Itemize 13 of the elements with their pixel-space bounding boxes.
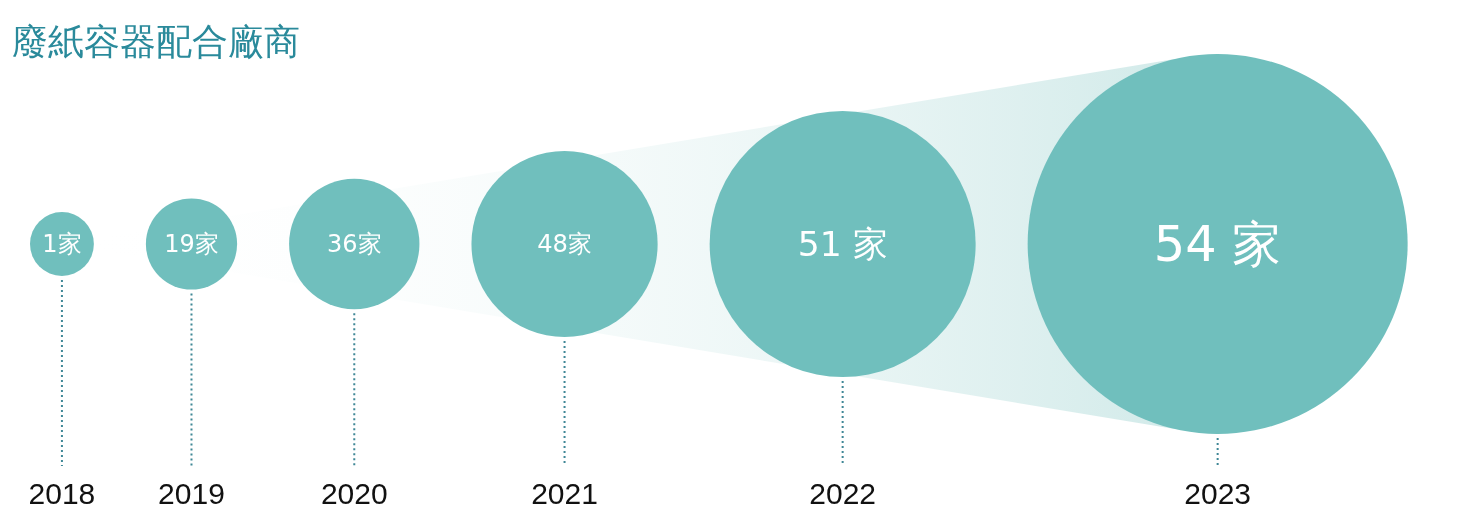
category-label: 2020: [320, 477, 388, 510]
category-label: 2022: [809, 477, 877, 510]
text: 廢紙容器配合廠商: [12, 20, 300, 64]
category-label: 2023: [1184, 477, 1252, 510]
data-label: 51 家: [797, 224, 888, 265]
data-label: 19家: [164, 230, 219, 259]
data-label: 54 家: [1153, 215, 1282, 274]
data-label: 1家: [42, 230, 82, 259]
data-label: 48家: [537, 230, 592, 259]
data-label: 36家: [327, 230, 382, 259]
category-label: 2021: [531, 477, 598, 510]
category-label: 2019: [158, 477, 225, 510]
category-label: 2018: [28, 477, 96, 510]
